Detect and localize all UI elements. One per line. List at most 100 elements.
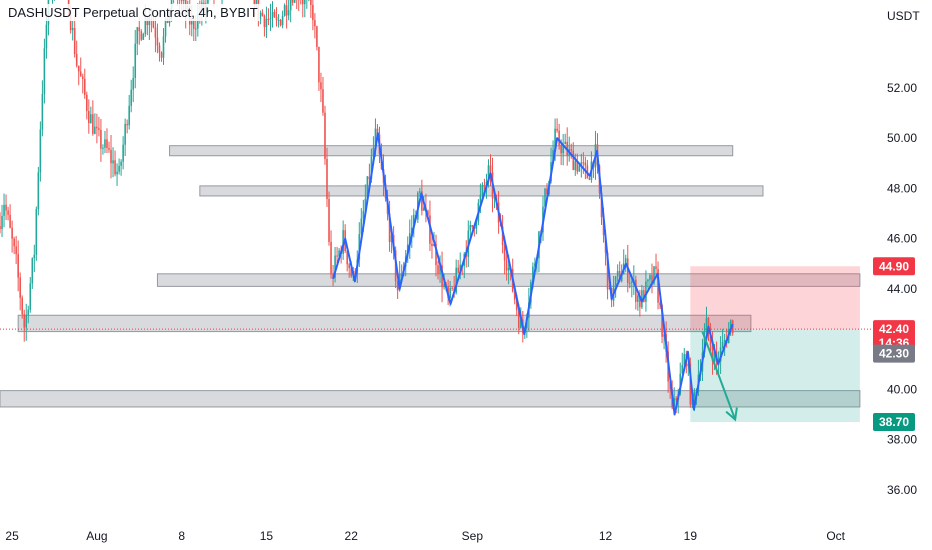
- candle-body-193: [388, 213, 391, 242]
- candle-body-63: [126, 123, 128, 126]
- price-axis-unit: USDT: [887, 9, 920, 23]
- candle-body-181: [364, 198, 367, 211]
- candle-body-72: [144, 18, 147, 34]
- candle-body-290: [584, 162, 587, 166]
- candle-body-208: [419, 191, 421, 193]
- candle-body-160: [322, 89, 324, 113]
- candle-body-249: [501, 226, 504, 245]
- price-tag-label-2: 42.30: [879, 347, 909, 361]
- time-tick-8: Oct: [826, 529, 845, 543]
- candle-body-136: [273, 11, 276, 17]
- price-tick-1: 50.00: [887, 131, 917, 145]
- candle-body-37: [73, 28, 76, 55]
- time-axis[interactable]: 25 Aug 8 15 22 Sep 12 19 Oct: [0, 520, 872, 550]
- candle-body-68: [136, 27, 139, 44]
- candle-body-186: [374, 128, 377, 148]
- candle-body-142: [285, 5, 288, 16]
- candle-body-2: [3, 204, 5, 216]
- candle-body-284: [572, 150, 575, 171]
- candle-body-305: [614, 276, 617, 286]
- candle-body-240: [483, 184, 486, 186]
- short-position-tool[interactable]: [690, 266, 860, 423]
- candle-body-50: [100, 129, 102, 149]
- candle-body-80: [160, 52, 163, 58]
- zone-1: [169, 145, 734, 157]
- candle-body-146: [293, 0, 296, 3]
- candle-body-56: [112, 160, 114, 164]
- candle-body-23: [45, 24, 48, 49]
- zone-2: [199, 185, 764, 197]
- candle-body-138: [277, 19, 280, 21]
- candle-body-184: [370, 156, 373, 180]
- candle-body-226: [455, 267, 457, 293]
- stop-loss-area[interactable]: [690, 266, 860, 330]
- candle-body-256: [515, 299, 518, 311]
- candle-body-51: [102, 147, 104, 149]
- candle-body-163: [328, 199, 330, 242]
- candle-body-219: [441, 265, 443, 288]
- candle-body-265: [534, 263, 536, 267]
- candle-body-239: [481, 184, 484, 195]
- chart-title: DASHUSDT Perpetual Contract, 4h, BYBIT: [6, 4, 260, 21]
- zone-4: [17, 314, 752, 333]
- candle-body-250: [503, 244, 506, 261]
- take-profit-area[interactable]: [690, 329, 860, 423]
- candle-body-185: [372, 147, 375, 157]
- candle-body-288: [580, 162, 583, 166]
- candle-body-13: [25, 314, 28, 328]
- candle-body-227: [457, 267, 460, 273]
- candle-body-203: [408, 233, 411, 245]
- candle-body-42: [83, 78, 86, 95]
- candle-body-210: [423, 207, 425, 211]
- candle-body-271: [546, 188, 548, 195]
- candle-body-97: [194, 28, 197, 30]
- candle-body-49: [98, 128, 100, 130]
- candle-body-220: [443, 284, 445, 288]
- candle-body-354: [713, 351, 716, 362]
- candle-body-350: [705, 317, 708, 334]
- zigzag-pattern: [332, 132, 734, 416]
- candle-body-44: [88, 110, 90, 124]
- time-tick-2: 8: [178, 529, 185, 543]
- candle-body-8: [15, 246, 17, 255]
- candle-body-339: [683, 354, 686, 365]
- candle-body-70: [140, 31, 143, 40]
- candle-body-194: [390, 234, 393, 242]
- candle-body-54: [108, 147, 110, 150]
- candle-body-245: [493, 197, 496, 199]
- candle-body-79: [158, 45, 161, 53]
- candle-body-16: [31, 258, 34, 284]
- candle-body-258: [519, 319, 522, 328]
- candle-body-209: [421, 191, 423, 211]
- candle-body-315: [635, 279, 637, 302]
- candle-body-166: [334, 255, 336, 278]
- candle-body-82: [164, 18, 167, 37]
- candle-body-156: [314, 20, 316, 27]
- candle-body-215: [433, 243, 435, 247]
- candle-body-187: [376, 128, 379, 135]
- candle-body-64: [128, 105, 130, 126]
- price-tag-label-1: 42.40: [879, 322, 909, 336]
- time-tick-4: 22: [345, 529, 359, 543]
- time-tick-5: Sep: [462, 529, 484, 543]
- candle-body-182: [366, 176, 369, 199]
- candle-body-143: [287, 10, 290, 16]
- candle-body-335: [675, 398, 678, 401]
- candle-body-4: [7, 210, 9, 215]
- candle-body-172: [346, 250, 348, 265]
- candle-body-67: [134, 43, 137, 78]
- candle-body-40: [79, 71, 82, 77]
- candle-body-328: [661, 305, 663, 337]
- candle-body-3: [5, 204, 7, 211]
- candle-body-334: [673, 398, 675, 407]
- candle-body-133: [267, 18, 270, 20]
- candle-body-320: [645, 281, 647, 302]
- candle-body-325: [655, 266, 657, 270]
- candle-body-362: [729, 320, 732, 330]
- zigzag-line: [332, 132, 734, 416]
- projection-arrow: [701, 331, 738, 422]
- candle-body-96: [192, 19, 195, 29]
- arrow-shaft: [701, 331, 737, 420]
- candle-body-19: [37, 172, 40, 210]
